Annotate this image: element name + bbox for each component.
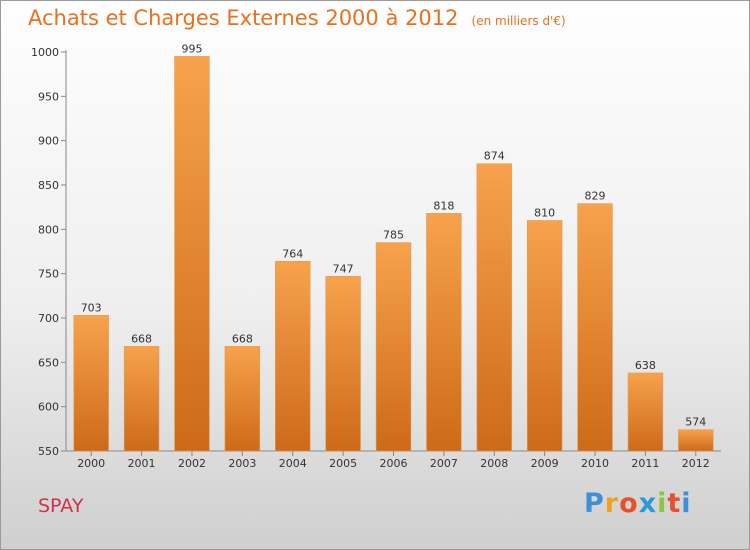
chart-title-main: Achats et Charges Externes 2000 à 2012	[28, 6, 459, 30]
x-tick-label-2010: 2010	[581, 457, 609, 470]
value-label-2005: 747	[333, 262, 354, 275]
y-tick-label-1000: 1000	[31, 46, 59, 59]
bar-2003	[224, 346, 261, 452]
logo-letter: r	[604, 488, 620, 519]
x-tick-label-2003: 2003	[228, 457, 256, 470]
value-label-2008: 874	[484, 150, 505, 163]
logo-letter: i	[681, 488, 692, 519]
y-tick-label-600: 600	[38, 401, 59, 414]
bar-2005	[325, 276, 361, 452]
bar-2012	[678, 429, 714, 452]
x-tick-label-2007: 2007	[430, 457, 458, 470]
value-label-2002: 995	[181, 42, 202, 55]
value-label-2011: 638	[635, 359, 656, 372]
x-tick-label-2011: 2011	[631, 457, 659, 470]
value-label-2010: 829	[585, 190, 606, 203]
bar-2010	[577, 203, 613, 452]
y-tick-label-550: 550	[38, 445, 59, 458]
y-tick-label-650: 650	[38, 356, 59, 369]
bar-2007	[426, 213, 462, 452]
value-label-2012: 574	[685, 416, 706, 429]
y-tick-label-800: 800	[38, 223, 59, 236]
bar-2002	[174, 56, 210, 452]
logo-letter: P	[584, 488, 605, 519]
proxiti-logo: Proxiti	[584, 488, 692, 519]
x-tick-label-2006: 2006	[380, 457, 408, 470]
bar-2000	[73, 315, 109, 452]
x-tick-label-2001: 2001	[128, 457, 156, 470]
logo-letter: x	[638, 488, 658, 519]
bar-2008	[476, 163, 512, 452]
bar-2006	[375, 242, 412, 452]
value-label-2000: 703	[81, 301, 102, 314]
x-tick-label-2009: 2009	[531, 457, 559, 470]
x-tick-label-2002: 2002	[178, 457, 206, 470]
value-label-2003: 668	[232, 332, 253, 345]
y-tick-label-850: 850	[38, 179, 59, 192]
value-label-2001: 668	[131, 332, 152, 345]
y-tick-label-950: 950	[38, 90, 59, 103]
bar-2001	[123, 346, 160, 452]
y-tick-label-750: 750	[38, 268, 59, 281]
value-label-2004: 764	[282, 247, 303, 260]
chart-title: Achats et Charges Externes 2000 à 2012 (…	[28, 6, 566, 30]
bar-2009	[526, 220, 563, 452]
axes: 550 600 650 700 750 800 850 900 950 1000	[31, 46, 721, 458]
commune-name: SPAY	[38, 495, 84, 517]
value-label-2009: 810	[534, 206, 555, 219]
y-tick-label-900: 900	[38, 135, 59, 148]
value-label-2006: 785	[383, 229, 404, 242]
labels: 703 2000 668 2001 995 2002 668 2003 764 2004 747 20…	[77, 42, 710, 470]
x-tick-label-2000: 2000	[77, 457, 105, 470]
value-label-2007: 818	[433, 199, 454, 212]
x-tick-label-2008: 2008	[480, 457, 508, 470]
x-tick-label-2004: 2004	[279, 457, 307, 470]
logo-letter: i	[657, 488, 668, 519]
x-tick-label-2005: 2005	[329, 457, 357, 470]
bars	[73, 56, 714, 452]
chart-title-unit: (en milliers d'€)	[471, 14, 566, 28]
bar-2011	[627, 372, 664, 452]
bar-2004	[275, 260, 311, 452]
y-tick-label-700: 700	[38, 312, 59, 325]
logo-letter: t	[667, 488, 682, 519]
logo-letter: o	[619, 488, 639, 519]
x-tick-label-2012: 2012	[682, 457, 710, 470]
